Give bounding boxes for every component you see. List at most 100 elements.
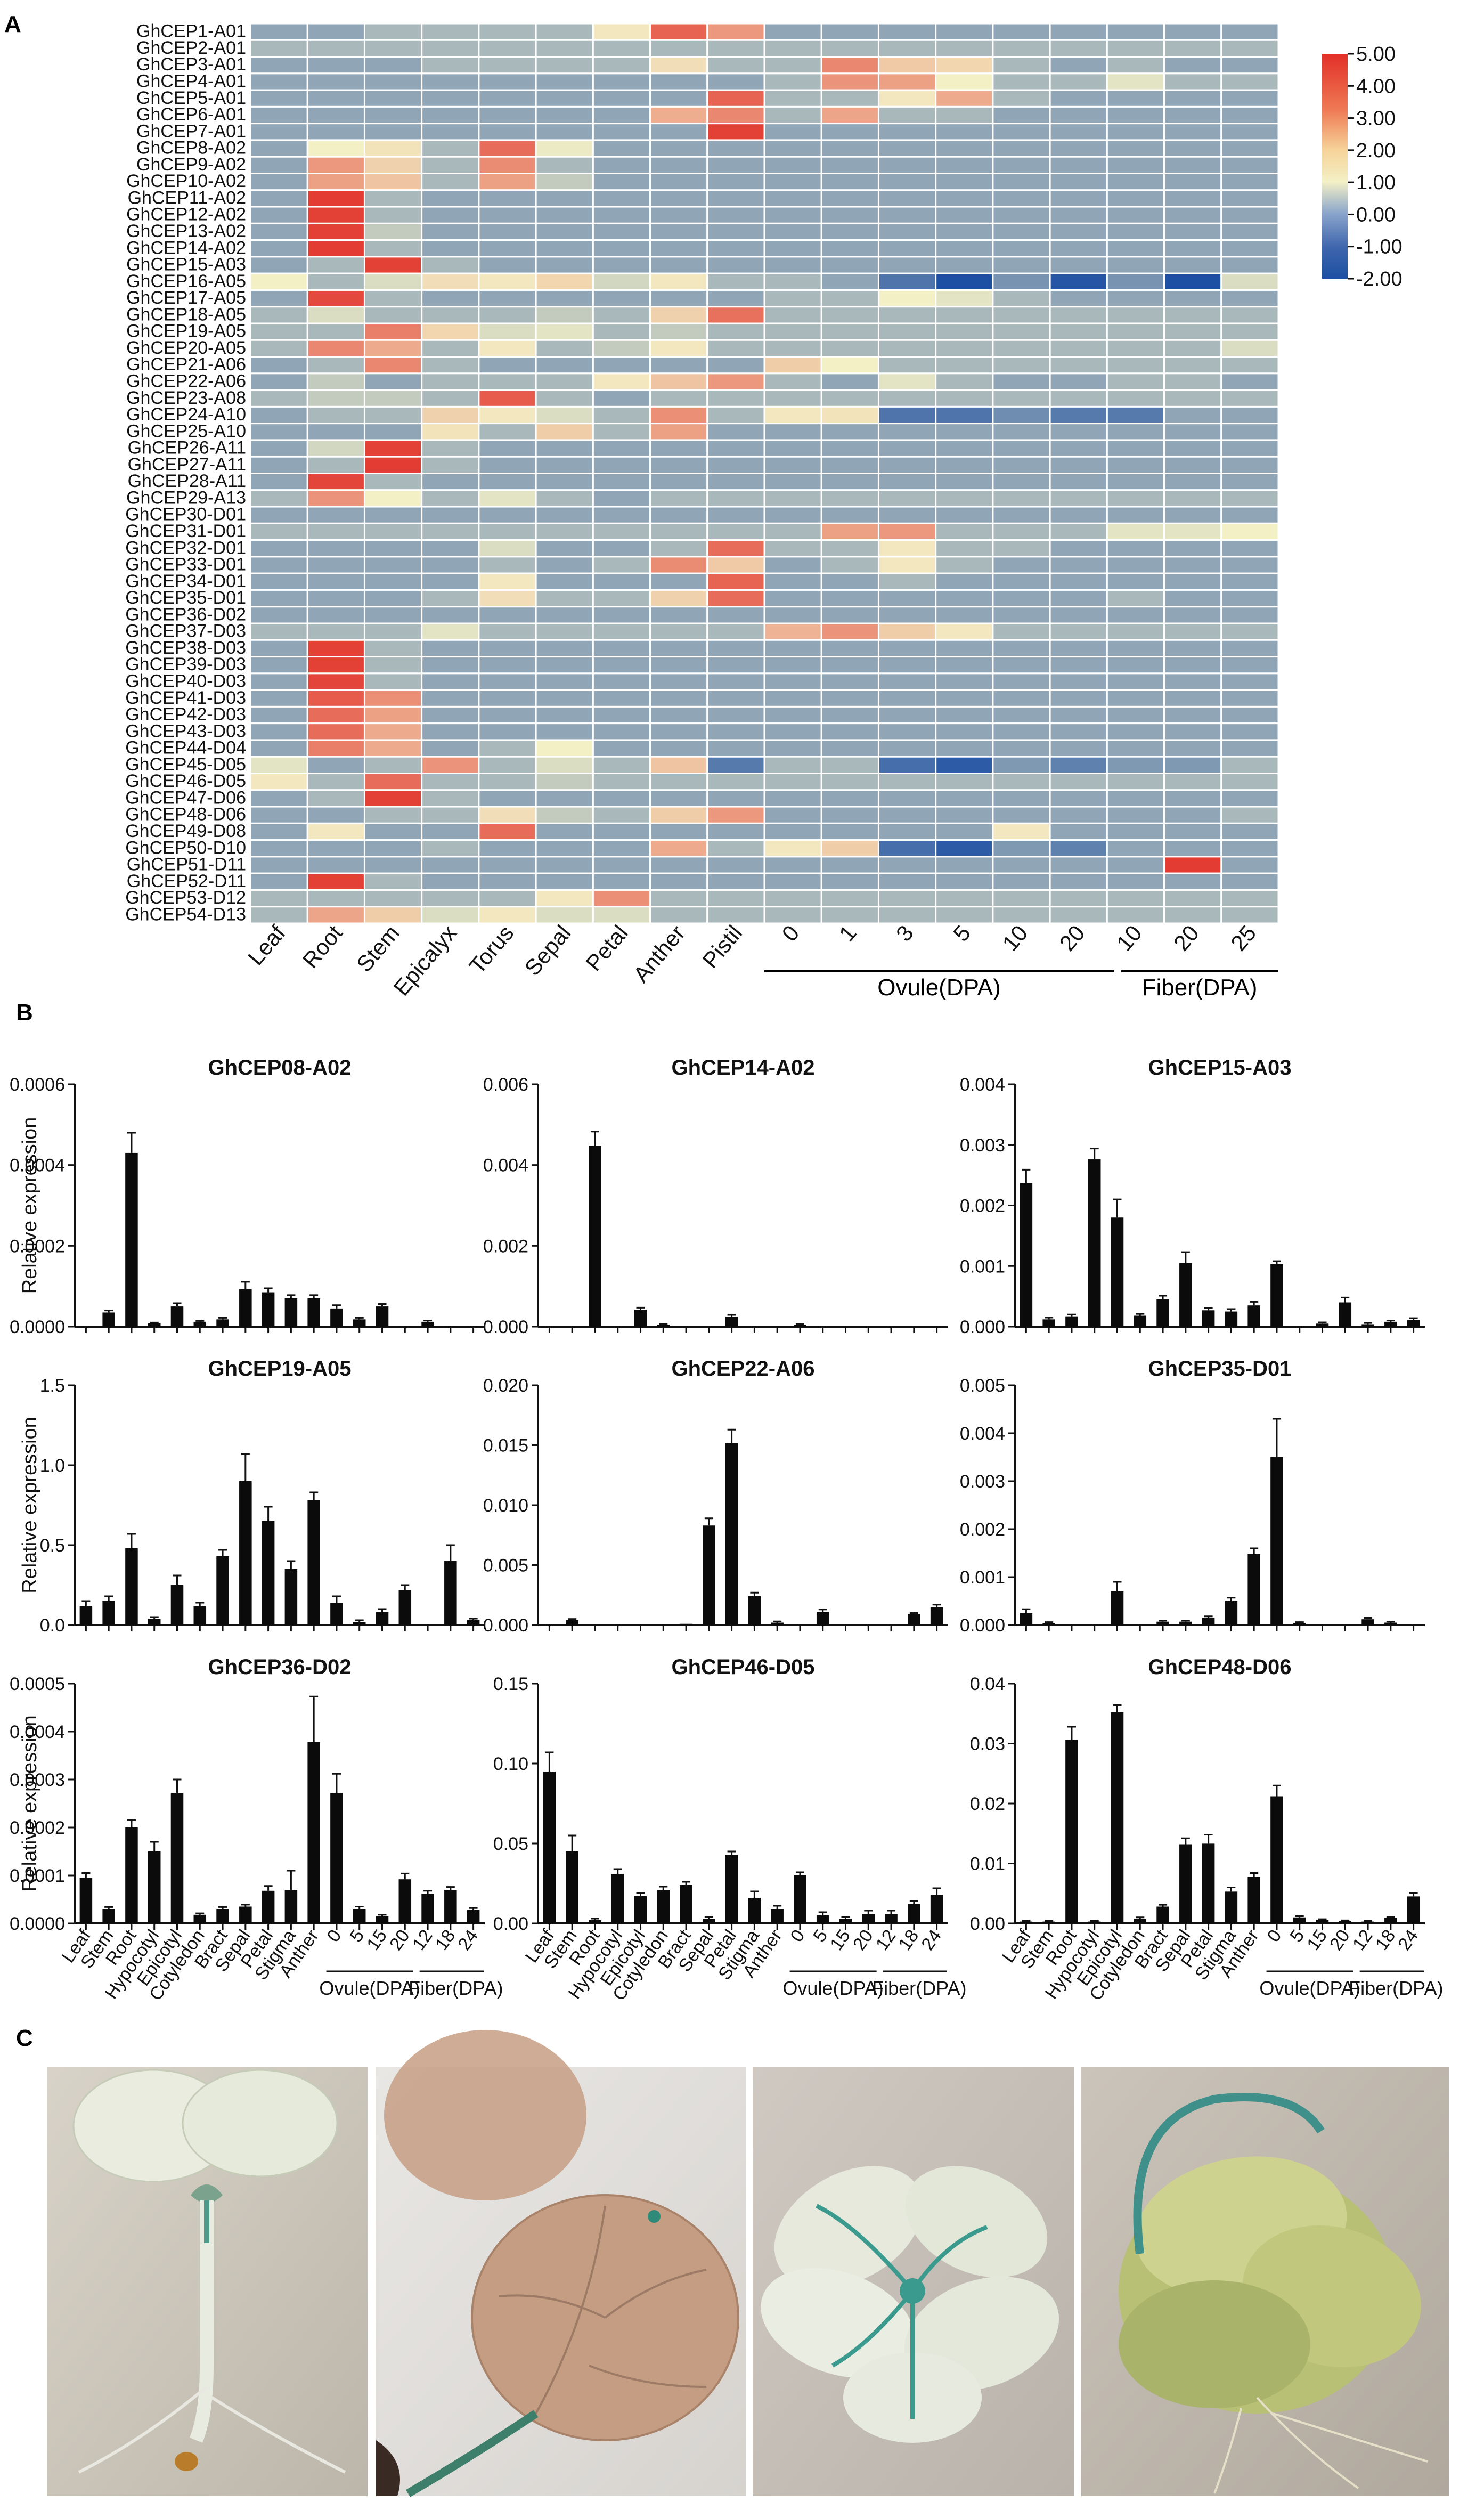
heatmap-cell: [820, 473, 879, 491]
heatmap-row-label: GhCEP28-A11: [128, 471, 246, 491]
heatmap-cell: [935, 89, 994, 108]
heatmap-cell: [306, 306, 365, 324]
heatmap-cell: [478, 473, 537, 491]
heatmap-cell: [535, 123, 594, 141]
heatmap-cell: [478, 239, 537, 258]
heatmap-cell: [1163, 522, 1222, 541]
heatmap-cell: [1049, 789, 1108, 808]
heatmap-row-label: GhCEP43-D03: [125, 721, 246, 741]
heatmap-column-label: 0: [777, 921, 804, 946]
heatmap-cell: [992, 622, 1051, 641]
heatmap-cell: [1220, 222, 1279, 241]
panel-a-letter: A: [4, 11, 21, 37]
heatmap-cell: [935, 889, 994, 908]
heatmap-cell: [592, 22, 651, 41]
heatmap-cell: [478, 322, 537, 341]
heatmap-cell: [363, 773, 423, 791]
heatmap-cell: [1163, 906, 1222, 924]
heatmap-column-label: Pistil: [697, 921, 747, 973]
heatmap-cell: [1163, 872, 1222, 891]
bar: [1065, 1316, 1078, 1327]
heatmap-cell: [649, 756, 708, 774]
heatmap-row-label: GhCEP41-D03: [125, 688, 246, 708]
heatmap-row-label: GhCEP9-A02: [136, 155, 246, 175]
heatmap-cell: [877, 622, 937, 641]
heatmap-cell: [820, 123, 879, 141]
heatmap-cell: [1106, 906, 1165, 924]
heatmap-cell: [706, 206, 765, 224]
bar: [125, 1152, 138, 1327]
heatmap-cell: [421, 622, 480, 641]
heatmap-cell: [1049, 423, 1108, 441]
heatmap-cell: [1163, 206, 1222, 224]
heatmap-cell: [706, 139, 765, 158]
heatmap-cell: [249, 289, 308, 308]
heatmap-cell: [820, 672, 879, 691]
heatmap-cell: [421, 739, 480, 758]
heatmap-cell: [1049, 322, 1108, 341]
heatmap-cell: [1220, 705, 1279, 725]
heatmap-cell: [935, 206, 994, 224]
heatmap-cell: [421, 22, 480, 41]
heatmap-cell: [992, 105, 1051, 125]
heatmap-cell: [935, 722, 994, 741]
heatmap-cell: [421, 506, 480, 524]
heatmap-cell: [421, 756, 480, 774]
heatmap-cell: [1106, 689, 1165, 708]
heatmap-cell: [592, 105, 651, 125]
chart-title: GhCEP08-A02: [208, 1056, 352, 1079]
heatmap-cell: [592, 456, 651, 475]
heatmap-cell: [877, 139, 937, 158]
heatmap-row-label: GhCEP36-D02: [125, 604, 246, 624]
heatmap-cell: [1106, 256, 1165, 274]
heatmap-cell: [1220, 456, 1279, 475]
bar: [170, 1793, 184, 1923]
heatmap-cell: [877, 872, 937, 891]
heatmap-cell: [1163, 89, 1222, 108]
heatmap-cell: [992, 289, 1051, 308]
heatmap-cell: [249, 272, 308, 291]
heatmap-cell: [592, 756, 651, 774]
heatmap-cell: [706, 372, 765, 391]
bar: [262, 1521, 275, 1625]
x-tick-label: 0: [323, 1926, 346, 1946]
heatmap-cell: [763, 856, 822, 874]
bar-chart: GhCEP14-A02 0.000 0.002 0.004 0.006: [483, 1056, 948, 1337]
heatmap-cell: [249, 189, 308, 208]
heatmap-cell: [649, 372, 708, 391]
heatmap-cell: [706, 822, 765, 841]
heatmap-cell: [877, 705, 937, 725]
heatmap-cell: [763, 339, 822, 358]
legend-tick-label: 2.00: [1356, 140, 1396, 162]
heatmap-cell: [649, 722, 708, 741]
heatmap-cell: [1106, 72, 1165, 91]
heatmap-cell: [592, 739, 651, 758]
heatmap-cell: [421, 789, 480, 808]
heatmap-cell: [1220, 89, 1279, 108]
heatmap-cell: [935, 222, 994, 241]
heatmap-cell: [935, 456, 994, 475]
heatmap-cell: [706, 339, 765, 358]
bar: [148, 1619, 161, 1625]
heatmap-cell: [763, 889, 822, 908]
bar: [1247, 1305, 1260, 1327]
heatmap-cell: [1163, 372, 1222, 391]
heatmap-row-label: GhCEP23-A08: [126, 388, 246, 408]
bar: [703, 1525, 715, 1625]
heatmap-cell: [763, 756, 822, 774]
heatmap-cell: [1163, 473, 1222, 491]
heatmap-cell: [763, 439, 822, 458]
heatmap-group-labels: Ovule(DPA) Fiber(DPA): [764, 970, 1278, 1001]
heatmap-cell: [535, 756, 594, 774]
heatmap-cell: [478, 256, 537, 274]
heatmap-row-label: GhCEP46-D05: [125, 771, 246, 791]
heatmap-cell: [820, 756, 879, 774]
bar: [262, 1292, 275, 1327]
heatmap-cell: [363, 839, 423, 858]
heatmap-cell: [421, 289, 480, 308]
heatmap-cell: [478, 423, 537, 441]
heatmap-cell: [935, 156, 994, 175]
heatmap-cell: [592, 689, 651, 708]
heatmap-cell: [992, 773, 1051, 791]
heatmap-cell: [249, 839, 308, 858]
